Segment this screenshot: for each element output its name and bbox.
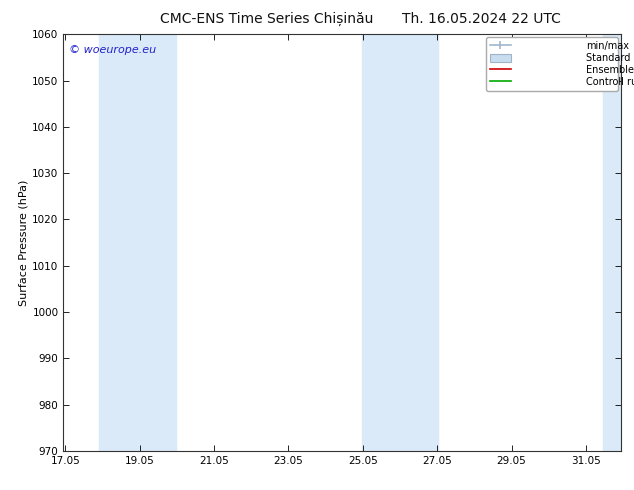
Legend: min/max, Standard deviation, Ensemble mean run, Controll run: min/max, Standard deviation, Ensemble me… (486, 37, 618, 91)
Text: © woeurope.eu: © woeurope.eu (69, 45, 156, 55)
Bar (99, 34, 176, 451)
Y-axis label: Surface Pressure (hPa): Surface Pressure (hPa) (18, 179, 28, 306)
Bar (603, 34, 621, 451)
Bar (363, 34, 438, 451)
Text: Th. 16.05.2024 22 UTC: Th. 16.05.2024 22 UTC (403, 12, 561, 26)
Text: CMC-ENS Time Series Chișinău: CMC-ENS Time Series Chișinău (160, 12, 373, 26)
